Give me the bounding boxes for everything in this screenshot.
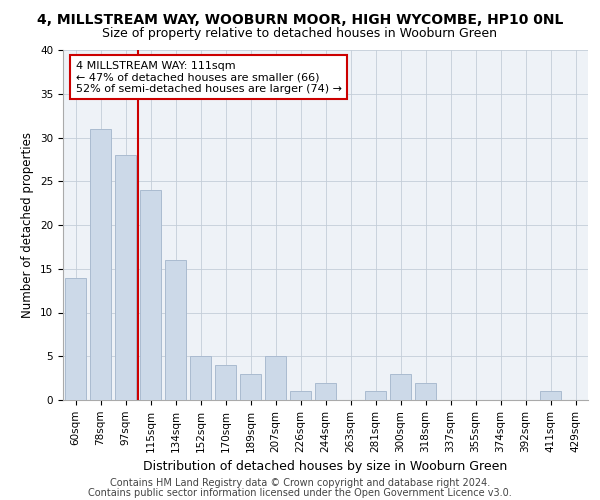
Text: 4 MILLSTREAM WAY: 111sqm
← 47% of detached houses are smaller (66)
52% of semi-d: 4 MILLSTREAM WAY: 111sqm ← 47% of detach… xyxy=(76,60,342,94)
Bar xyxy=(115,155,136,400)
Bar xyxy=(65,278,86,400)
Bar xyxy=(140,190,161,400)
Y-axis label: Number of detached properties: Number of detached properties xyxy=(22,132,34,318)
Bar xyxy=(315,382,336,400)
Bar xyxy=(415,382,436,400)
Text: 4, MILLSTREAM WAY, WOOBURN MOOR, HIGH WYCOMBE, HP10 0NL: 4, MILLSTREAM WAY, WOOBURN MOOR, HIGH WY… xyxy=(37,12,563,26)
X-axis label: Distribution of detached houses by size in Wooburn Green: Distribution of detached houses by size … xyxy=(143,460,508,473)
Bar xyxy=(165,260,186,400)
Bar xyxy=(240,374,261,400)
Bar xyxy=(190,356,211,400)
Text: Size of property relative to detached houses in Wooburn Green: Size of property relative to detached ho… xyxy=(103,28,497,40)
Bar xyxy=(290,391,311,400)
Bar xyxy=(90,129,111,400)
Text: Contains HM Land Registry data © Crown copyright and database right 2024.: Contains HM Land Registry data © Crown c… xyxy=(110,478,490,488)
Bar xyxy=(365,391,386,400)
Bar xyxy=(215,365,236,400)
Bar xyxy=(265,356,286,400)
Bar xyxy=(390,374,411,400)
Text: Contains public sector information licensed under the Open Government Licence v3: Contains public sector information licen… xyxy=(88,488,512,498)
Bar xyxy=(540,391,561,400)
